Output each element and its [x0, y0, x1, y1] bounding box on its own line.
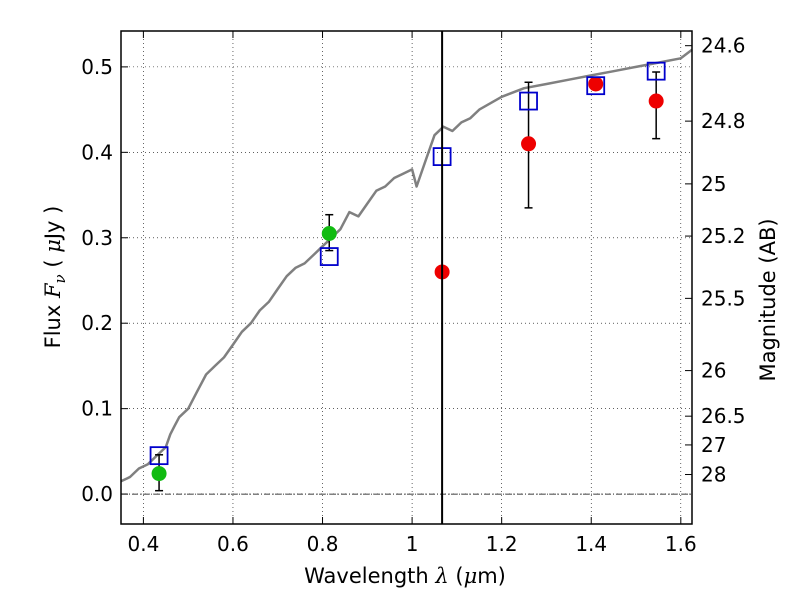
model-photometry-square: [319, 247, 339, 266]
observed-point-green: [151, 466, 167, 482]
magnitude-tick-label: 25.2: [701, 224, 746, 248]
x-tick-label: 0.6: [217, 532, 249, 556]
data-marks: [149, 61, 666, 492]
magnitude-tick-label: 28: [701, 463, 726, 487]
magnitude-tick-label: 27: [701, 433, 726, 457]
x-tick-label: 0.8: [307, 532, 339, 556]
y-tick-label: 0.1: [81, 397, 113, 421]
x-tick-label: 1: [406, 532, 419, 556]
y-tick-label: 0.3: [81, 226, 113, 250]
model-photometry-square: [586, 76, 606, 96]
y-tick-label: 0.5: [81, 55, 113, 79]
magnitude-tick-label: 26: [701, 359, 726, 383]
x-tick-label: 1.6: [665, 532, 697, 556]
observed-point-red: [521, 136, 537, 152]
x-axis-title: Wavelength λ (μm): [304, 564, 506, 588]
x-tick-label: 1.2: [486, 532, 518, 556]
model-photometry-square: [519, 91, 538, 111]
y-tick-label: 0.4: [81, 140, 113, 164]
magnitude-tick-label: 24.6: [701, 34, 746, 58]
x-tick-label: 0.4: [127, 532, 159, 556]
magnitude-tick-label: 25.5: [701, 286, 746, 310]
model-spectrum-line: [120, 48, 693, 483]
magnitude-tick-label: 26.5: [701, 404, 746, 428]
grid-lines: [121, 31, 692, 524]
magnitude-tick-label: 24.8: [701, 109, 746, 133]
observed-point-green: [321, 225, 337, 241]
magnitude-axis-title: Magnitude (AB): [756, 218, 780, 381]
y-tick-label: 0.2: [81, 311, 113, 335]
y-axis-title: Flux Fν ( μJy ): [41, 206, 69, 349]
observed-point-red: [588, 76, 604, 92]
model-photometry-square: [149, 446, 169, 466]
model-photometry-square: [646, 61, 666, 81]
x-tick-label: 1.4: [575, 532, 607, 556]
y-tick-label: 0.0: [81, 482, 113, 506]
observed-point-red: [648, 93, 664, 109]
plot-frame: [120, 30, 693, 525]
magnitude-tick-label: 25: [701, 172, 726, 196]
axis-ticks: 0.4 0.6 0.8 1 1.2 1.4 1.6 0.0 0.1 0.2 0.3 0.4 0.5 24.…: [81, 31, 746, 556]
